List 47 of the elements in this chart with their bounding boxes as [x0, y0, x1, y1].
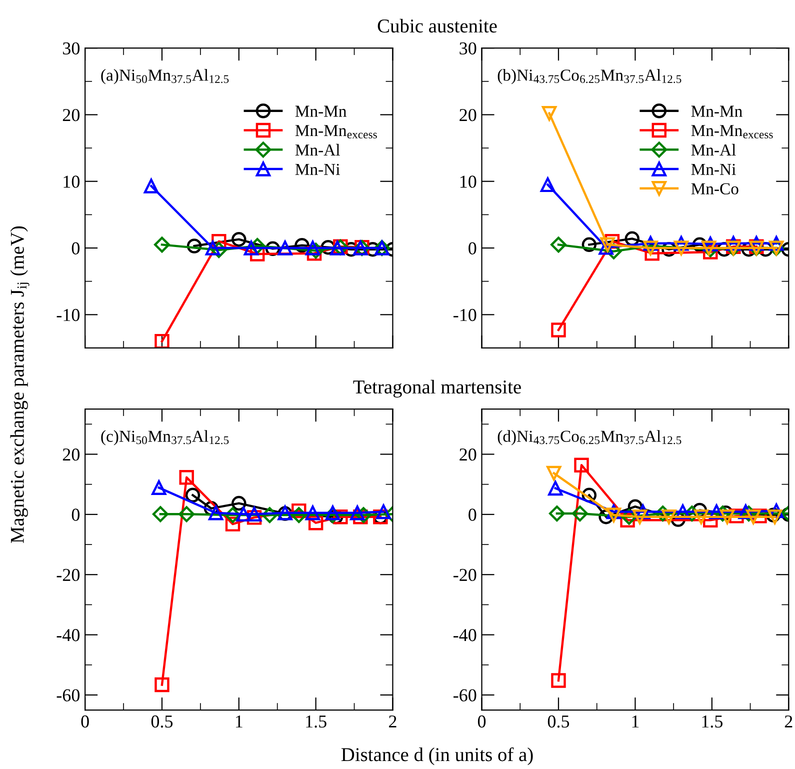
- y-tick-label: -20: [454, 568, 476, 582]
- y-tick-label: -40: [454, 629, 476, 642]
- legend-label: Mn-Co: [691, 183, 738, 194]
- annotation: (d)Ni$_{43.75}$Co$_{6.25}$Mn$_{37.5}$Al$_{12.5}$: [498, 430, 682, 446]
- annotation: (c)Ni$_{50}$Mn$_{37.5}$Al$_{12.5}$: [101, 430, 229, 446]
- y-tick-label: 20: [62, 108, 80, 122]
- y-tick-label: -60: [454, 689, 476, 702]
- legend-label: Mn-Mn$_{excess}$: [295, 125, 377, 138]
- y-tick-label: 20: [460, 108, 476, 122]
- x-tick-label: 1.5: [306, 715, 326, 728]
- legend-label: Mn-Al: [691, 144, 736, 156]
- y-tick-label: 10: [64, 176, 80, 188]
- y-tick-label: 0: [72, 242, 80, 254]
- legend-label: Mn-Mn$_{excess}$: [691, 125, 773, 138]
- y-tick-label: 0: [468, 508, 476, 521]
- x-tick-label: 1.5: [702, 715, 722, 728]
- legend-label: Mn-Mn: [295, 106, 346, 117]
- y-tick-label: -60: [56, 689, 80, 702]
- legend-label: Mn-Al: [295, 144, 340, 156]
- x-tick-label: 0.5: [151, 715, 173, 728]
- y-tick-label: 20: [460, 448, 476, 461]
- y-tick-label: -10: [56, 308, 80, 322]
- legend-label: Mn-Ni: [691, 164, 736, 175]
- annotation: (a)Ni$_{50}$Mn$_{37.5}$Al$_{12.5}$: [101, 69, 229, 84]
- x-tick-label: 1: [236, 715, 242, 728]
- x-tick-label: 2: [389, 715, 396, 728]
- legend-label: Mn-Mn: [691, 106, 742, 117]
- y-tick-label: 10: [460, 176, 476, 188]
- y-tick-label: 20: [62, 448, 80, 461]
- x-tick-label: 2: [784, 715, 792, 728]
- y-tick-label: -10: [454, 308, 476, 322]
- y-tick-label: 30: [460, 42, 476, 55]
- x-tick-label: 0.5: [548, 715, 570, 728]
- x-tick-label: 1: [632, 715, 639, 728]
- x-axis-title: Distance d (in units of a): [341, 747, 533, 766]
- y-tick-label: 0: [468, 242, 476, 254]
- y-tick-label: 30: [63, 42, 80, 55]
- text: Cubic austenite: [378, 18, 497, 33]
- y-tick-label: -20: [56, 568, 80, 582]
- y-tick-label: 0: [72, 508, 80, 521]
- y-tick-label: -40: [56, 629, 80, 642]
- y-axis-title: Magnetic exchange parameters J$_{ij}$ (meV): [10, 226, 30, 543]
- x-tick-label: 0: [81, 715, 89, 728]
- annotation: (b)Ni$_{43.75}$Co$_{6.25}$Mn$_{37.5}$Al$_{12.5}$: [498, 69, 682, 84]
- legend-label: Mn-Ni: [295, 164, 340, 175]
- x-tick-label: 0: [478, 715, 486, 728]
- text: Tetragonal martensite: [353, 380, 521, 398]
